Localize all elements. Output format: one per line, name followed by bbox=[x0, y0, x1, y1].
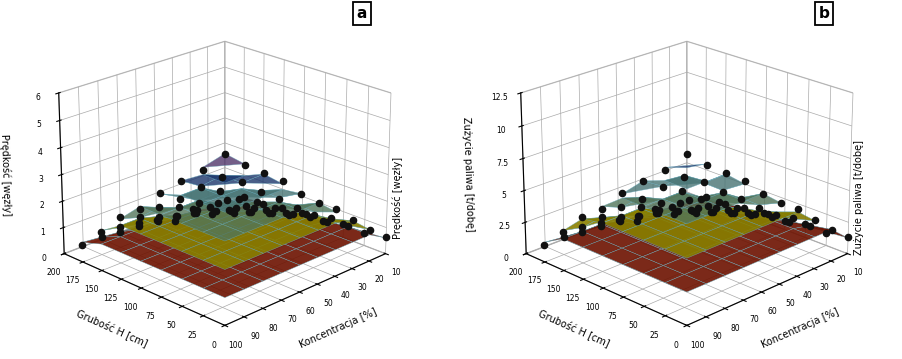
Text: Zużycie paliwa [t/dobę]: Zużycie paliwa [t/dobę] bbox=[854, 140, 864, 255]
X-axis label: Koncentracja [%]: Koncentracja [%] bbox=[298, 307, 378, 350]
Y-axis label: Grubość H [cm]: Grubość H [cm] bbox=[75, 307, 149, 349]
Text: Prędkość [węzły]: Prędkość [węzły] bbox=[392, 157, 403, 238]
Y-axis label: Grubość H [cm]: Grubość H [cm] bbox=[537, 307, 611, 349]
X-axis label: Koncentracja [%]: Koncentracja [%] bbox=[759, 307, 840, 350]
Text: b: b bbox=[818, 6, 829, 21]
Text: a: a bbox=[356, 6, 367, 21]
